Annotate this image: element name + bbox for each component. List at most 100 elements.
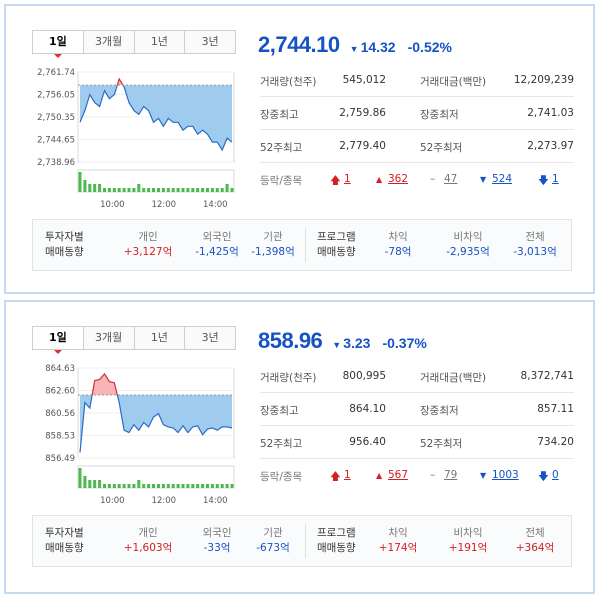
investor-trend-box: 투자자별 매매동향 개인 +1,603억 외국인 -33억 기관 -673억 프로그램 매… xyxy=(32,515,572,567)
volume-label: 거래량(천주) xyxy=(260,372,317,384)
flat-count[interactable]: 79 xyxy=(444,469,458,481)
tab-1day[interactable]: 1일 xyxy=(33,327,83,354)
volume-bar xyxy=(137,480,141,488)
upper-limit-arrow-icon: 🡅 xyxy=(330,471,341,483)
tab-1year[interactable]: 1년 xyxy=(133,31,185,53)
volume-bar xyxy=(157,484,160,488)
kospi-intraday-chart[interactable]: 2,761.74 2,756.05 2,750.35 2,744.65 2,738.96… xyxy=(16,64,240,214)
advance-decline-row: 등락/종목 🡅 1 ▲ 362 – 47 ▼ 524 🡇 1 xyxy=(260,163,574,196)
y-tick-label: 2,750.35 xyxy=(37,113,75,123)
lower-limit-count[interactable]: 0 xyxy=(552,469,559,481)
volume-bar xyxy=(186,188,190,192)
advance-decline-label: 등락/종목 xyxy=(260,175,303,187)
x-tick-label: 14:00 xyxy=(203,200,228,210)
volume-bar xyxy=(196,188,200,192)
stat-row: 장중최고 864.10 장중최저 857.11 xyxy=(260,393,574,426)
52week-low-label: 52주최저 xyxy=(420,142,463,154)
volume-bar xyxy=(230,484,234,488)
volume-bar xyxy=(206,484,209,488)
volume-value: 545,012 xyxy=(342,74,386,86)
volume-bar xyxy=(147,484,151,488)
stats-table: 거래량(천주) 545,012 거래대금(백만) 12,209,239 장중최고… xyxy=(260,64,574,196)
program-trend-heading: 프로그램 매매동향 xyxy=(317,527,356,554)
volume-bar xyxy=(210,188,214,192)
volume-bar xyxy=(107,484,111,488)
52week-low-label: 52주최저 xyxy=(420,438,463,450)
volume-bar xyxy=(206,188,209,192)
kosdaq-intraday-chart[interactable]: 864.63 862.60 860.56 858.53 856.49 10:00 12:00… xyxy=(16,360,240,510)
x-tick-label: 12:00 xyxy=(152,200,177,210)
up-triangle-icon: ▲ xyxy=(376,471,383,480)
upper-limit-count[interactable]: 1 xyxy=(344,469,351,481)
volume-bar xyxy=(201,188,205,192)
volume-bar xyxy=(161,188,165,192)
flat-dash-icon: – xyxy=(430,469,436,481)
volume-bar xyxy=(127,484,131,488)
volume-bar xyxy=(117,484,121,488)
y-tick-label: 2,744.65 xyxy=(37,136,75,146)
change-rate: -0.52% xyxy=(407,39,452,55)
lower-limit-count[interactable]: 1 xyxy=(552,173,559,185)
volume-bar xyxy=(230,188,234,192)
volume-bar xyxy=(88,480,92,488)
volume-bar xyxy=(142,188,146,192)
x-tick-label: 10:00 xyxy=(100,496,125,506)
volume-bar xyxy=(196,484,200,488)
volume-bar xyxy=(215,188,219,192)
tab-1year[interactable]: 1년 xyxy=(133,327,185,349)
volume-bar xyxy=(166,484,170,488)
52week-high-value: 2,779.40 xyxy=(339,140,386,152)
price-row: 858.96 ▼ 3.23 -0.37% xyxy=(258,328,427,354)
below-baseline-area xyxy=(80,394,232,453)
down-count[interactable]: 524 xyxy=(492,173,513,185)
period-tabs: 1일 3개월 1년 3년 xyxy=(32,30,236,58)
52week-high-label: 52주최고 xyxy=(260,438,303,450)
tab-3year[interactable]: 3년 xyxy=(184,327,235,349)
advance-decline-row: 등락/종목 🡅 1 ▲ 567 – 79 ▼ 1003 🡇 0 xyxy=(260,459,574,492)
above-baseline-area xyxy=(92,373,118,395)
volume-bar xyxy=(83,476,87,488)
up-count[interactable]: 567 xyxy=(388,469,409,481)
volume-bar xyxy=(186,484,190,488)
volume-bar xyxy=(103,188,106,192)
volume-bar xyxy=(191,188,195,192)
down-triangle-icon: ▼ xyxy=(480,175,487,184)
change-rate: -0.37% xyxy=(382,335,427,351)
y-tick-label: 864.63 xyxy=(45,364,75,374)
change-value: 14.32 xyxy=(360,39,396,55)
arbitrage-trade: 차익 +174억 xyxy=(378,527,418,554)
volume-bar xyxy=(171,484,175,488)
volume-bar xyxy=(225,484,229,488)
up-count[interactable]: 362 xyxy=(388,173,409,185)
upper-limit-count[interactable]: 1 xyxy=(344,173,351,185)
volume-bar xyxy=(83,180,87,192)
intraday-high-value: 864.10 xyxy=(349,403,386,415)
volume-label: 거래량(천주) xyxy=(260,76,317,88)
trading-value-value: 8,372,741 xyxy=(520,370,574,382)
volume-bar xyxy=(220,188,224,192)
52week-high-value: 956.40 xyxy=(349,436,386,448)
volume-bar xyxy=(112,188,116,192)
tab-3month[interactable]: 3개월 xyxy=(82,327,134,349)
non-arbitrage-trade: 비차익 +191억 xyxy=(448,527,488,554)
flat-count[interactable]: 47 xyxy=(444,173,458,185)
tab-1day[interactable]: 1일 xyxy=(33,31,83,58)
divider xyxy=(305,228,306,262)
individual-trade: 개인 +3,127억 xyxy=(123,231,173,258)
down-count[interactable]: 1003 xyxy=(492,469,519,481)
volume-bar xyxy=(161,484,165,488)
total-program-trade: 전체 -3,013억 xyxy=(513,231,557,258)
volume-bar xyxy=(176,484,180,488)
institution-trade: 기관 -1,398억 xyxy=(251,231,295,258)
52week-low-value: 734.20 xyxy=(537,436,574,448)
index-line-below xyxy=(79,85,233,152)
trading-value-label: 거래대금(백만) xyxy=(420,372,487,384)
tab-3year[interactable]: 3년 xyxy=(184,31,235,53)
tab-3month[interactable]: 3개월 xyxy=(82,31,134,53)
foreign-trade: 외국인 -1,425억 xyxy=(195,231,239,258)
y-tick-label: 2,761.74 xyxy=(37,68,75,78)
volume-bar xyxy=(201,484,205,488)
period-tabs: 1일 3개월 1년 3년 xyxy=(32,326,236,354)
index-price: 858.96 xyxy=(258,328,323,353)
y-tick-label: 858.53 xyxy=(45,431,75,441)
